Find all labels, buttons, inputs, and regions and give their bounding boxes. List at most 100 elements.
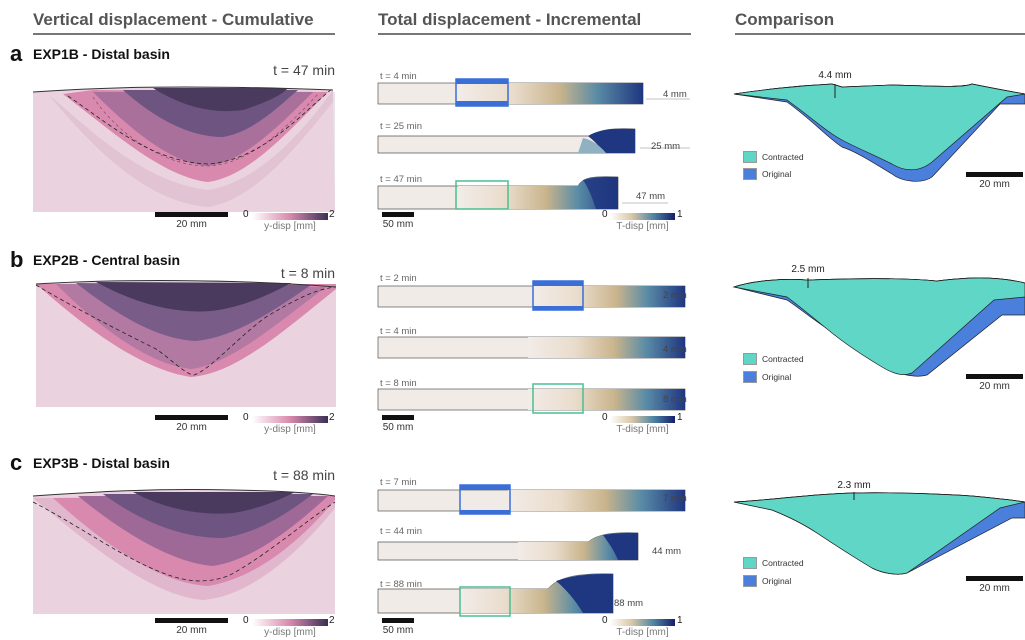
snapshot-time: t = 25 min — [380, 121, 422, 132]
panel-title: EXP2B - Central basin — [33, 252, 181, 268]
scale-label: 20 mm — [176, 219, 207, 230]
colorbar-label: y-disp [mm] — [264, 221, 316, 232]
ydisp-field — [32, 488, 336, 614]
comparison-profile — [733, 492, 1025, 575]
panel-time: t = 47 min — [273, 62, 335, 78]
disp-label: 4 mm — [663, 89, 687, 100]
snapshot-time: t = 88 min — [380, 579, 422, 590]
legend-label: Contracted — [762, 354, 804, 364]
tdisp-strip — [377, 383, 686, 414]
snapshot-time: t = 44 min — [380, 526, 422, 537]
legend-swatch-contracted — [743, 151, 757, 163]
disp-label: 44 mm — [652, 546, 682, 557]
legend-label: Contracted — [762, 152, 804, 162]
column-header-comparison: Comparison — [735, 10, 835, 29]
colorbar-max: 2 — [329, 412, 335, 423]
scale-bar — [155, 212, 228, 217]
legend-swatch-original — [743, 168, 757, 180]
tdisp-strip — [377, 573, 614, 617]
ydisp-field — [35, 280, 337, 407]
scale-label: 20 mm — [979, 583, 1010, 594]
tdisp-colorbar — [610, 619, 675, 626]
panel-time: t = 88 min — [273, 467, 335, 483]
disp-label: 2 mm — [663, 290, 687, 301]
colorbar-max: 1 — [677, 412, 683, 423]
scale-label: 20 mm — [979, 381, 1010, 392]
snapshot-time: t = 8 min — [380, 378, 417, 389]
legend-swatch-contracted — [743, 557, 757, 569]
ydisp-colorbar — [252, 619, 328, 626]
legend-swatch-original — [743, 371, 757, 383]
scale-bar — [382, 212, 414, 217]
disp-label: 7 mm — [663, 493, 687, 504]
scale-label: 50 mm — [382, 422, 414, 433]
scale-label: 50 mm — [382, 219, 414, 230]
scale-bar — [155, 618, 228, 623]
colorbar-max: 1 — [677, 615, 683, 626]
colorbar-label: y-disp [mm] — [264, 424, 316, 435]
panel-letter: a — [10, 41, 23, 66]
tdisp-colorbar — [610, 213, 675, 220]
snapshot-time: t = 4 min — [380, 71, 417, 82]
panel-letter: b — [10, 247, 24, 272]
colorbar-max: 2 — [329, 209, 335, 220]
tdisp-strip — [377, 280, 686, 311]
colorbar-label: T-disp [mm] — [616, 424, 669, 435]
disp-label: 8 mm — [663, 394, 687, 405]
disp-label: 4 mm — [663, 344, 687, 355]
tdisp-strip — [377, 532, 639, 561]
colorbar-min: 0 — [602, 412, 608, 423]
legend-label: Original — [762, 372, 792, 382]
colorbar-min: 0 — [243, 412, 249, 423]
tdisp-strip — [377, 484, 686, 515]
scale-bar — [966, 374, 1023, 379]
column-header-total: Total displacement - Incremental — [378, 10, 642, 29]
column-rule — [735, 33, 1025, 35]
snapshot-time: t = 2 min — [380, 273, 417, 284]
column-rule — [33, 33, 335, 35]
scale-bar — [966, 576, 1023, 581]
snapshot-time: t = 47 min — [380, 174, 422, 185]
legend-label: Original — [762, 169, 792, 179]
panel-title: EXP3B - Distal basin — [33, 455, 170, 471]
disp-label: 47 mm — [636, 191, 666, 202]
legend-label: Original — [762, 576, 792, 586]
colorbar-label: T-disp [mm] — [616, 221, 669, 232]
tdisp-colorbar — [610, 416, 675, 423]
ydisp-colorbar — [252, 416, 328, 423]
panel-letter: c — [10, 450, 23, 475]
scale-label: 20 mm — [979, 179, 1010, 190]
colorbar-label: T-disp [mm] — [616, 627, 669, 638]
scale-bar — [382, 618, 414, 623]
tdisp-strip — [377, 78, 690, 107]
colorbar-min: 0 — [602, 209, 608, 220]
colorbar-label: y-disp [mm] — [264, 627, 316, 638]
scale-bar — [155, 415, 228, 420]
measure-label: 2.3 mm — [837, 480, 871, 491]
measure-label: 2.5 mm — [791, 264, 825, 275]
colorbar-max: 1 — [677, 209, 683, 220]
legend-label: Contracted — [762, 558, 804, 568]
snapshot-time: t = 4 min — [380, 326, 417, 337]
scale-bar — [382, 415, 414, 420]
scale-bar — [966, 172, 1023, 177]
disp-label: 25 mm — [651, 141, 681, 152]
scale-label: 20 mm — [176, 422, 207, 433]
tdisp-strip — [377, 336, 686, 359]
ydisp-colorbar — [252, 213, 328, 220]
colorbar-min: 0 — [602, 615, 608, 626]
measure-label: 4.4 mm — [818, 70, 852, 81]
scale-label: 20 mm — [176, 625, 207, 636]
legend-swatch-contracted — [743, 353, 757, 365]
colorbar-min: 0 — [243, 209, 249, 220]
panel-time: t = 8 min — [280, 265, 335, 281]
ydisp-field — [32, 86, 335, 212]
disp-label: 88 mm — [614, 598, 644, 609]
snapshot-time: t = 7 min — [380, 477, 417, 488]
legend-swatch-original — [743, 575, 757, 587]
tdisp-strip — [377, 176, 668, 210]
column-rule — [378, 33, 691, 35]
column-header-vertical: Vertical displacement - Cumulative — [33, 10, 314, 29]
colorbar-min: 0 — [243, 615, 249, 626]
tdisp-strip — [377, 128, 690, 154]
